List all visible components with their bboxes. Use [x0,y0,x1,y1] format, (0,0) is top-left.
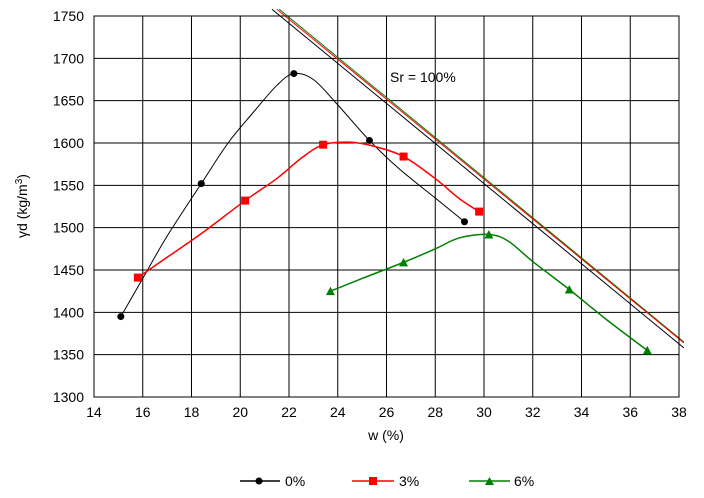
legend-item-2: 6% [469,473,534,489]
legend-item-1: 3% [352,473,419,489]
x-tick-label: 38 [671,404,687,420]
x-axis-title: w (%) [367,427,404,443]
x-tick-label: 18 [184,404,200,420]
y-tick-label: 1700 [53,50,84,66]
legend-marker-square [369,477,377,485]
legend-label-2: 6% [514,473,534,489]
legend: 0% 3% 6% [240,473,534,489]
data-point-triangle [399,257,409,267]
data-point-square [399,152,408,161]
tick-labels: 14 16 18 20 22 24 26 28 30 32 34 36 38 1300 1350 1400 14… [53,8,687,420]
saturation-line [278,8,685,343]
x-tick-label: 26 [379,404,395,420]
y-tick-label: 1750 [53,8,84,24]
legend-item-0: 0% [240,473,305,489]
y-axis-title-end: ) [14,174,30,179]
x-tick-label: 16 [135,404,151,420]
data-point-triangle [642,345,652,355]
data-point-square [319,140,328,149]
y-tick-label: 1550 [53,177,84,193]
series-line-2 [330,233,648,352]
legend-marker-circle [255,477,263,485]
saturation-line [271,8,685,349]
y-tick-label: 1600 [53,135,84,151]
series-lines [120,72,648,352]
y-axis-title-base: γd (kg/m [14,184,30,238]
data-point-circle [290,70,298,78]
x-tick-label: 36 [622,404,638,420]
plot-border [93,15,680,398]
saturation-line [276,8,685,344]
legend-label-0: 0% [285,473,305,489]
data-point-triangle [484,229,494,239]
data-point-triangle [564,284,574,294]
data-point-circle [461,218,468,226]
x-tick-label: 28 [427,404,443,420]
legend-marker-triangle [485,477,494,485]
y-tick-label: 1350 [53,347,84,363]
data-point-square [241,196,250,205]
x-tick-label: 14 [86,404,102,420]
saturation-annotation: Sr = 100% [390,69,456,85]
y-axis-title: γd (kg/m3) [14,174,30,238]
series-line-0 [120,72,465,317]
x-tick-label: 24 [330,404,346,420]
data-markers [117,70,652,355]
saturation-lines [271,8,685,349]
x-tick-label: 34 [574,404,590,420]
data-point-circle [365,136,373,144]
x-tick-label: 20 [232,404,248,420]
y-tick-label: 1650 [53,93,84,109]
y-tick-label: 1400 [53,304,84,320]
y-axis-title-sup: 3 [14,178,25,184]
data-point-square [475,207,484,216]
y-tick-label: 1450 [53,262,84,278]
data-point-circle [197,180,205,188]
grid [93,15,680,398]
x-tick-label: 32 [525,404,541,420]
data-point-square [133,273,142,282]
data-point-triangle [325,286,335,296]
x-tick-label: 30 [476,404,492,420]
legend-label-1: 3% [399,473,419,489]
y-tick-label: 1300 [53,389,84,405]
series-line-1 [137,141,480,279]
x-tick-label: 22 [281,404,297,420]
y-tick-label: 1500 [53,220,84,236]
data-point-circle [117,313,125,321]
